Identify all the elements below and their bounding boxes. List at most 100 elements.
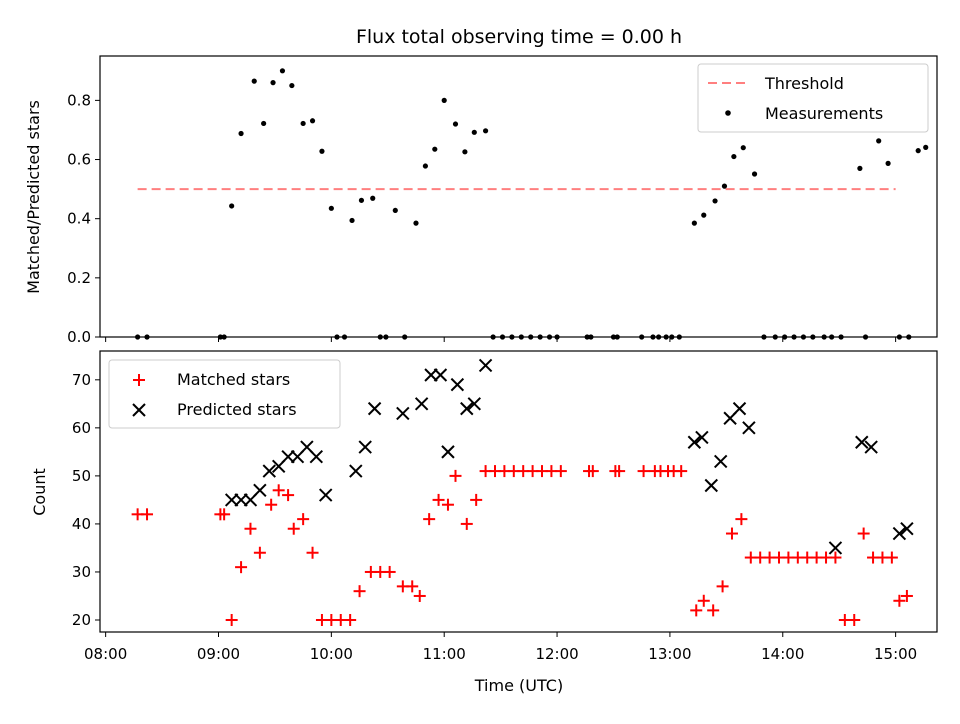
measurement-point bbox=[402, 334, 408, 340]
measurement-point bbox=[229, 203, 235, 209]
predicted-star-point bbox=[433, 368, 448, 382]
measurement-point bbox=[462, 149, 468, 155]
legend-measurements-swatch bbox=[725, 110, 731, 116]
matched-star-point bbox=[441, 498, 454, 511]
y-tick-label: 50 bbox=[72, 467, 91, 485]
measurement-point bbox=[906, 334, 912, 340]
predicted-star-point bbox=[732, 401, 747, 416]
matched-star-point bbox=[297, 513, 310, 526]
measurement-point bbox=[482, 128, 489, 134]
measurement-point bbox=[761, 334, 767, 340]
measurement-point bbox=[300, 120, 306, 127]
measurement-point bbox=[334, 334, 340, 340]
ratio-panel: Matched/Predicted stars 0.00.20.40.60.8 … bbox=[24, 55, 938, 346]
measurement-point bbox=[731, 153, 737, 160]
predicted-star-point bbox=[855, 435, 869, 449]
predicted-star-point bbox=[396, 406, 410, 421]
predicted-star-point bbox=[460, 401, 474, 416]
measurement-point bbox=[791, 334, 797, 340]
matched-star-point bbox=[716, 580, 729, 593]
measurement-point bbox=[862, 334, 869, 340]
measurement-point bbox=[518, 334, 524, 340]
matched-star-point bbox=[690, 604, 703, 617]
measurement-point bbox=[923, 144, 929, 150]
matched-star-point bbox=[282, 489, 295, 502]
measurement-point bbox=[432, 146, 438, 152]
matched-star-point bbox=[306, 546, 319, 559]
matched-star-point bbox=[432, 493, 445, 506]
measurement-point bbox=[821, 334, 827, 340]
measurement-point bbox=[810, 334, 816, 340]
legend-predicted-swatch bbox=[132, 403, 146, 417]
measurement-point bbox=[251, 78, 257, 84]
measurement-point bbox=[471, 129, 477, 135]
measurement-point bbox=[341, 334, 348, 340]
predicted-star-point bbox=[367, 401, 382, 416]
y-tick-label: 40 bbox=[72, 515, 91, 533]
counts-legend-box bbox=[108, 359, 341, 429]
measurement-point bbox=[676, 334, 682, 340]
measurement-point bbox=[800, 334, 807, 340]
measurement-point bbox=[829, 334, 835, 340]
ratio-plot-area bbox=[99, 55, 938, 338]
predicted-star-point bbox=[253, 483, 267, 498]
matched-star-point bbox=[554, 465, 567, 478]
matched-star-point bbox=[353, 585, 366, 598]
x-axis-label: Time (UTC) bbox=[474, 676, 563, 695]
matched-star-point bbox=[265, 498, 278, 511]
predicted-star-point bbox=[742, 421, 756, 435]
y-tick-label: 20 bbox=[72, 611, 91, 629]
predicted-star-points bbox=[224, 358, 914, 555]
matched-star-point bbox=[829, 551, 842, 564]
measurement-point bbox=[876, 138, 882, 144]
measurement-point bbox=[751, 171, 758, 177]
x-tick-label: 11:00 bbox=[423, 645, 466, 663]
predicted-star-point bbox=[687, 435, 702, 449]
matched-star-point bbox=[272, 484, 285, 497]
matched-star-point bbox=[253, 546, 266, 559]
measurement-point bbox=[144, 334, 150, 340]
x-tick-label: 12:00 bbox=[535, 645, 578, 663]
ratio-legend: Threshold Measurements bbox=[697, 63, 929, 133]
measurement-point bbox=[896, 334, 902, 340]
matched-star-point bbox=[697, 594, 710, 607]
counts-y-ticks: 20 30 40 50 60 70 bbox=[72, 371, 100, 629]
matched-star-point bbox=[848, 613, 861, 626]
predicted-star-point bbox=[695, 430, 709, 445]
measurement-points bbox=[135, 68, 929, 340]
ratio-legend-box bbox=[697, 63, 929, 133]
measurement-point bbox=[413, 220, 419, 226]
y-tick-label: 0.6 bbox=[67, 151, 91, 169]
measurement-point bbox=[588, 334, 594, 340]
counts-plot-area bbox=[99, 350, 938, 633]
matched-star-point bbox=[449, 469, 462, 482]
y-tick-label: 0.2 bbox=[67, 269, 91, 287]
measurement-point bbox=[721, 183, 728, 189]
matched-star-point bbox=[637, 465, 650, 478]
matched-star-point bbox=[141, 508, 154, 521]
legend-predicted-label: Predicted stars bbox=[177, 400, 297, 419]
predicted-star-point bbox=[713, 454, 728, 469]
legend-matched-label: Matched stars bbox=[177, 370, 290, 389]
measurement-point bbox=[441, 97, 447, 103]
measurement-point bbox=[135, 334, 141, 340]
matched-star-point bbox=[893, 594, 906, 607]
measurement-point bbox=[309, 118, 316, 124]
measurement-point bbox=[328, 205, 334, 211]
measurement-point bbox=[383, 334, 389, 340]
counts-panel: Count 20 30 40 50 60 70 08:00 09:00 10:00 11:00 1… bbox=[30, 350, 938, 663]
measurement-point bbox=[838, 334, 844, 340]
predicted-star-point bbox=[864, 440, 878, 454]
predicted-star-point bbox=[900, 522, 914, 536]
measurement-point bbox=[740, 145, 746, 151]
ratio-y-ticks: 0.0 0.2 0.4 0.6 0.8 bbox=[67, 91, 100, 346]
measurement-point bbox=[490, 334, 496, 340]
measurement-point bbox=[669, 334, 675, 340]
measurement-point bbox=[639, 334, 645, 340]
predicted-star-point bbox=[309, 449, 324, 464]
predicted-star-point bbox=[262, 464, 276, 478]
matched-star-point bbox=[344, 613, 357, 626]
matched-star-point bbox=[735, 513, 748, 526]
y-tick-label: 70 bbox=[72, 371, 91, 389]
